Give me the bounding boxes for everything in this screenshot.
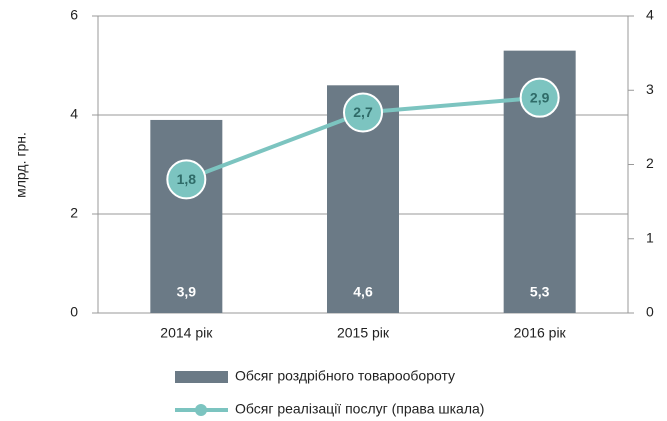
x-tick-label: 2015 рік	[337, 325, 390, 341]
line-value-label: 1,8	[177, 171, 197, 187]
y-tick-label: 6	[70, 7, 78, 23]
bar	[150, 119, 223, 313]
y2-tick-label: 0	[646, 304, 654, 320]
x-tick-label: 2014 рік	[160, 325, 213, 341]
line-marker	[166, 159, 207, 200]
bar-value-label: 3,9	[177, 284, 197, 300]
legend-label: Обсяг реалізації послуг (права шкала)	[235, 401, 484, 417]
legend-swatch-marker	[195, 404, 207, 416]
legend-swatch	[175, 371, 228, 383]
y2-tick-label: 3	[646, 81, 654, 97]
x-tick-label: 2016 рік	[514, 325, 567, 341]
y-tick-label: 0	[70, 304, 78, 320]
legend-label: Обсяг роздрібного товарообороту	[235, 368, 455, 384]
bar-value-label: 4,6	[353, 284, 373, 300]
line-marker	[519, 77, 560, 118]
y-tick-label: 4	[70, 106, 78, 122]
y-tick-label: 2	[70, 205, 78, 221]
line-value-label: 2,9	[530, 89, 550, 105]
y2-tick-label: 4	[646, 7, 654, 23]
bar-value-label: 5,3	[530, 284, 550, 300]
y2-tick-label: 1	[646, 229, 654, 245]
y2-tick-label: 2	[646, 155, 654, 171]
y-axis-label: млрд. грн.	[13, 132, 29, 198]
line-marker	[343, 92, 383, 133]
line-value-label: 2,7	[353, 104, 373, 120]
